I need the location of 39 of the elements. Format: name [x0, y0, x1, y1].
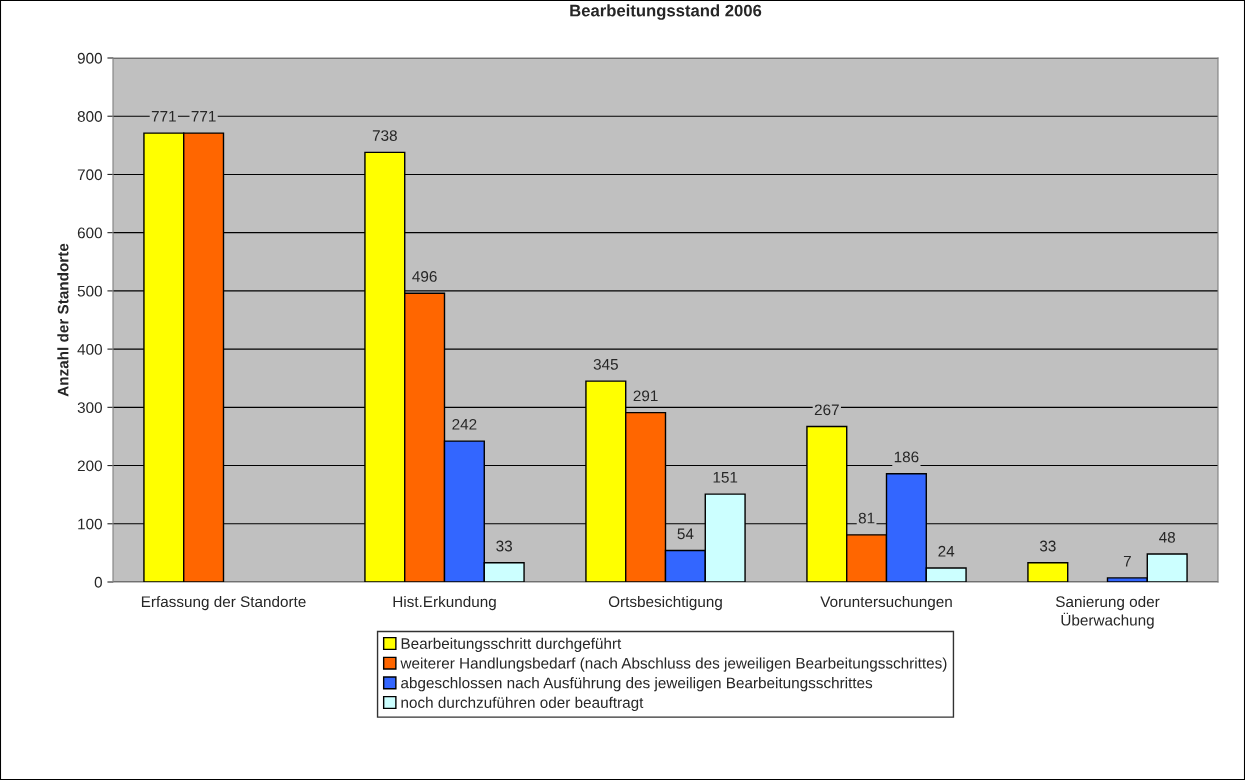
- data-label: 81: [858, 512, 875, 524]
- data-label: 291: [633, 390, 658, 402]
- x-tick-label: Hist.Erkundung: [393, 595, 496, 611]
- y-tick-label: 500: [77, 285, 102, 297]
- data-label: 496: [412, 271, 437, 282]
- data-label: 345: [593, 358, 618, 370]
- data-label: 24: [938, 545, 955, 557]
- data-label: 33: [1039, 540, 1056, 552]
- y-tick-label: 400: [77, 343, 102, 355]
- legend-label: Bearbeitungsschritt durchgeführt: [401, 637, 622, 652]
- legend-label: abgeschlossen nach Ausführung des jeweiligen Bearbeitungsschrittes: [401, 677, 873, 692]
- data-label: 771: [191, 111, 216, 122]
- x-tick-label: Ortsbesichtigung: [608, 595, 722, 611]
- data-label: 242: [452, 418, 477, 430]
- y-tick-label: 900: [77, 52, 102, 64]
- data-label: 738: [372, 130, 397, 141]
- x-tick-label: Voruntersuchungen: [820, 595, 952, 611]
- data-label: 33: [496, 540, 512, 552]
- legend-label: weiterer Handlungsbedarf (nach Abschluss des jeweiligen Bearbeitungsschrittes): [400, 657, 947, 672]
- y-axis-title: Anzahl der Standorte: [57, 243, 69, 397]
- y-tick-label: 600: [77, 227, 102, 239]
- y-tick-label: 800: [77, 111, 102, 122]
- data-label: 267: [814, 404, 839, 416]
- data-label: 54: [677, 528, 694, 540]
- bar: [1027, 562, 1069, 582]
- y-tick-label: 0: [94, 576, 102, 588]
- y-tick-label: 300: [77, 402, 102, 414]
- x-tick-label: Sanierung oder Überwachung: [1055, 595, 1160, 629]
- data-label: 771: [151, 111, 176, 122]
- data-label: 48: [1159, 531, 1175, 543]
- y-tick-label: 100: [78, 518, 102, 530]
- y-tick-label: 700: [77, 169, 102, 181]
- legend-label: noch durchzuführen oder beauftragt: [401, 696, 644, 711]
- y-tick-label: 200: [77, 460, 102, 472]
- data-label: 186: [894, 451, 919, 463]
- x-tick-label: Erfassung der Standorte: [141, 595, 306, 611]
- data-label: 7: [1123, 555, 1131, 567]
- chart-title: Bearbeitungsstand 2006: [570, 4, 762, 20]
- data-label: 151: [713, 472, 738, 483]
